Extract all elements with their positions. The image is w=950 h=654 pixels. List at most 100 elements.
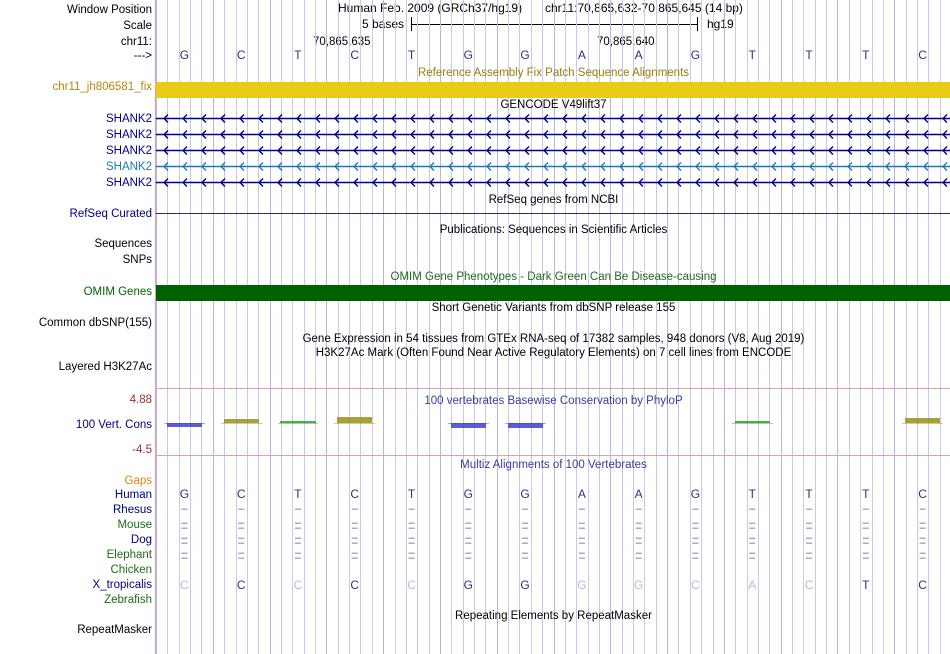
gene-row-shank2-3[interactable] [156,145,950,156]
phylop-bar [223,419,259,424]
alignment-mark: – [238,503,245,515]
phylop-bar [905,417,941,424]
base-letter: T [748,48,756,62]
alignment-mark: – [465,517,472,529]
label-sequences[interactable]: Sequences [94,238,152,250]
multiz-row-chicken [156,563,950,577]
base-letter: G [577,578,587,592]
base-letter: G [634,578,644,592]
base-letter: G [690,48,701,62]
alignment-mark: – [692,517,699,529]
label-strand-arrow: ---> [133,50,152,62]
label-mouse[interactable]: Mouse [117,519,152,531]
base-letter: T [805,48,813,62]
label-snps[interactable]: SNPs [122,254,152,266]
track-title-publications: Publications: Sequences in Scientific Ar… [439,224,668,236]
label-rhesus[interactable]: Rhesus [113,504,152,516]
omim-genes-bar[interactable] [156,285,950,301]
label-gaps[interactable]: Gaps [124,475,153,487]
alignment-mark: – [749,532,756,544]
label-fix-patch[interactable]: chr11_jh806581_fix [52,81,152,93]
multiz-row-mouse: – – – – – – – – – – – – – – – – – – – – – – – – – – – – [156,517,950,534]
alignment-mark: – [635,517,642,529]
track-title-phylop: 100 vertebrates Basewise Conservation by… [424,395,683,407]
fix-patch-bar[interactable] [156,82,950,98]
label-common-dbsnp[interactable]: Common dbSNP(155) [38,317,152,329]
label-scale: Scale [123,20,152,32]
label-refseq-curated[interactable]: RefSeq Curated [69,208,152,220]
label-chicken[interactable]: Chicken [110,564,152,576]
alignment-mark: – [919,532,926,544]
alignment-mark: – [408,532,415,544]
alignment-mark: – [862,522,869,534]
base-letter: A [577,48,586,62]
base-letter: A [577,487,586,501]
alignment-mark: – [578,552,585,564]
base-letter: T [407,487,416,501]
alignment-mark: – [749,503,756,515]
base-letter: C [918,48,927,62]
label-shank2-4[interactable]: SHANK2 [105,161,152,173]
gene-row-shank2-1[interactable] [156,113,950,124]
alignment-mark: – [238,537,245,549]
label-x-tropicalis[interactable]: X_tropicalis [92,579,152,591]
alignment-mark: – [522,522,529,534]
alignment-mark: – [408,522,415,534]
alignment-mark: – [522,517,529,529]
label-dog[interactable]: Dog [130,534,152,546]
label-omim-genes[interactable]: OMIM Genes [83,286,152,298]
base-letter: A [634,487,643,501]
label-window-position: Window Position [66,4,152,16]
label-shank2-2[interactable]: SHANK2 [105,129,152,141]
alignment-mark: – [862,503,869,515]
label-shank2-3[interactable]: SHANK2 [105,145,152,157]
label-repeatmasker[interactable]: RepeatMasker [77,624,152,636]
gene-row-shank2-5[interactable] [156,177,950,188]
alignment-mark: – [578,537,585,549]
gene-row-shank2-2[interactable] [156,129,950,140]
alignment-mark: – [465,537,472,549]
alignment-mark: – [578,532,585,544]
alignment-mark: – [578,547,585,559]
phylop-conservation-plot[interactable]: 100 vertebrates Basewise Conservation by… [156,388,950,456]
alignment-mark: – [749,537,756,549]
alignment-mark: – [238,522,245,534]
base-letter: A [748,578,757,592]
phylop-bars [156,389,950,455]
alignment-mark: – [181,517,188,529]
label-zebrafish[interactable]: Zebrafish [104,594,152,606]
phylop-bar [166,423,202,427]
alignment-mark: – [181,522,188,534]
label-elephant[interactable]: Elephant [106,549,152,561]
track-title-repeatmasker: Repeating Elements by RepeatMasker [455,610,652,622]
phylop-baseline-tint [334,422,376,424]
alignment-mark: – [351,517,358,529]
label-shank2-5[interactable]: SHANK2 [105,177,152,189]
scale-tick-right [697,17,698,31]
label-shank2-1[interactable]: SHANK2 [105,113,152,125]
alignment-mark: – [408,503,415,515]
alignment-mark: – [692,547,699,559]
label-100-vert-cons[interactable]: 100 Vert. Cons [75,419,152,431]
phylop-baseline-tint [731,422,773,424]
alignment-mark: – [635,532,642,544]
multiz-row-elephant: – – – – – – – – – – – – – – – – – – – – – – – – – – – – [156,547,950,564]
base-letter: C [804,578,814,592]
base-letter: G [179,487,190,501]
ruler-label-1: 70,865,635 [313,36,371,48]
alignment-mark: – [238,532,245,544]
alignment-mark: – [294,552,302,564]
label-phylop-max: 4.88 [129,394,152,406]
alignment-mark: – [238,547,245,559]
refseq-gene-line[interactable] [156,213,950,214]
base-letter: G [463,487,473,501]
alignment-mark: – [181,547,188,559]
gene-row-shank2-4[interactable] [156,161,950,172]
label-human[interactable]: Human [114,489,152,501]
alignment-mark: – [181,503,188,515]
alignment-mark: – [635,547,642,559]
alignment-mark: – [749,517,756,529]
alignment-mark: – [692,532,699,544]
label-layered-h3k27ac[interactable]: Layered H3K27Ac [58,361,152,373]
